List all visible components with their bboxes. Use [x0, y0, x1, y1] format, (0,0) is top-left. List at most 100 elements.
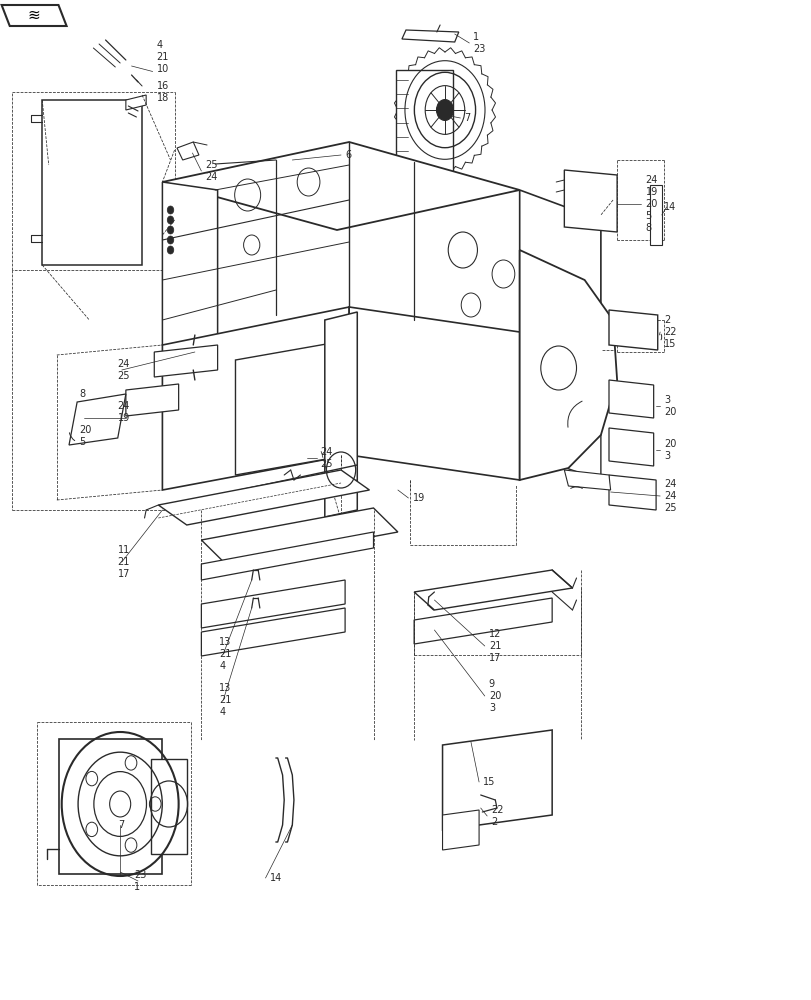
Text: 15: 15 [483, 777, 495, 787]
Polygon shape [564, 170, 616, 232]
Polygon shape [235, 340, 349, 475]
Polygon shape [201, 508, 397, 564]
Text: 19: 19 [118, 413, 130, 423]
Polygon shape [564, 470, 610, 490]
Text: 20: 20 [663, 439, 676, 449]
Text: 25: 25 [663, 503, 676, 513]
Text: 3: 3 [488, 703, 495, 713]
Text: 1: 1 [473, 32, 479, 42]
Text: 22: 22 [663, 327, 676, 337]
Text: 20: 20 [488, 691, 500, 701]
Polygon shape [349, 307, 519, 480]
Text: 15: 15 [663, 339, 676, 349]
Text: 10: 10 [157, 64, 169, 74]
Circle shape [167, 216, 174, 224]
Polygon shape [519, 387, 535, 403]
Polygon shape [608, 428, 653, 466]
Text: 12: 12 [488, 629, 500, 639]
Polygon shape [442, 810, 478, 850]
Polygon shape [2, 5, 67, 26]
Text: 21: 21 [118, 557, 130, 567]
Polygon shape [519, 360, 600, 480]
Polygon shape [201, 608, 345, 656]
Polygon shape [162, 307, 349, 490]
Text: 16: 16 [157, 81, 169, 91]
Circle shape [167, 246, 174, 254]
Text: 20: 20 [79, 425, 92, 435]
Text: 7: 7 [464, 113, 470, 123]
Text: 24: 24 [205, 172, 217, 182]
Text: 8: 8 [645, 223, 651, 233]
Polygon shape [401, 30, 458, 42]
Polygon shape [126, 384, 178, 416]
Polygon shape [324, 312, 357, 517]
Text: 21: 21 [219, 695, 231, 705]
Circle shape [436, 100, 453, 120]
Text: 25: 25 [118, 371, 130, 381]
Polygon shape [151, 759, 187, 854]
Polygon shape [126, 95, 146, 110]
Text: 5: 5 [79, 437, 86, 447]
Text: 24: 24 [645, 175, 657, 185]
Polygon shape [608, 310, 657, 350]
Polygon shape [396, 70, 453, 175]
Text: 1: 1 [134, 882, 140, 892]
Polygon shape [519, 190, 600, 360]
Text: 4: 4 [219, 707, 225, 717]
Text: 14: 14 [269, 873, 281, 883]
Text: 17: 17 [488, 653, 500, 663]
Polygon shape [519, 364, 535, 380]
Polygon shape [42, 100, 142, 265]
Text: 5: 5 [645, 211, 651, 221]
Polygon shape [59, 739, 162, 874]
Text: 24: 24 [118, 401, 130, 411]
Text: 25: 25 [205, 160, 217, 170]
Text: 20: 20 [663, 407, 676, 417]
Text: 7: 7 [118, 820, 125, 830]
Text: 14: 14 [663, 202, 676, 212]
Polygon shape [162, 182, 217, 360]
Text: 21: 21 [157, 52, 169, 62]
Circle shape [167, 236, 174, 244]
Polygon shape [608, 475, 655, 510]
Text: 19: 19 [645, 187, 657, 197]
Polygon shape [519, 250, 616, 480]
Text: 24: 24 [663, 479, 676, 489]
Text: 13: 13 [219, 683, 231, 693]
Text: 23: 23 [473, 44, 485, 54]
Polygon shape [158, 470, 369, 525]
Text: 8: 8 [79, 389, 86, 399]
Text: 19: 19 [412, 493, 424, 503]
Text: 13: 13 [219, 637, 231, 647]
Text: 24: 24 [320, 447, 333, 457]
Polygon shape [608, 380, 653, 418]
Polygon shape [649, 185, 661, 245]
Polygon shape [162, 142, 519, 230]
Text: ≋: ≋ [28, 8, 41, 23]
Text: 2: 2 [663, 315, 670, 325]
Polygon shape [414, 570, 572, 610]
Text: 9: 9 [488, 679, 495, 689]
Text: 3: 3 [663, 395, 670, 405]
Text: 23: 23 [134, 870, 146, 880]
Text: 4: 4 [219, 661, 225, 671]
Text: 11: 11 [118, 545, 130, 555]
Polygon shape [201, 532, 373, 580]
Text: 18: 18 [157, 93, 169, 103]
Polygon shape [69, 394, 126, 445]
Text: 2: 2 [491, 817, 497, 827]
Text: 22: 22 [491, 805, 503, 815]
Text: 3: 3 [663, 451, 670, 461]
Text: 17: 17 [118, 569, 130, 579]
Text: 20: 20 [645, 199, 657, 209]
Text: 24: 24 [663, 491, 676, 501]
Text: 21: 21 [488, 641, 500, 651]
Text: 21: 21 [219, 649, 231, 659]
Polygon shape [414, 598, 551, 644]
Polygon shape [442, 730, 551, 830]
Text: 6: 6 [345, 150, 351, 160]
Polygon shape [519, 410, 535, 426]
Text: 25: 25 [320, 459, 333, 469]
Polygon shape [177, 142, 199, 160]
Polygon shape [201, 580, 345, 628]
